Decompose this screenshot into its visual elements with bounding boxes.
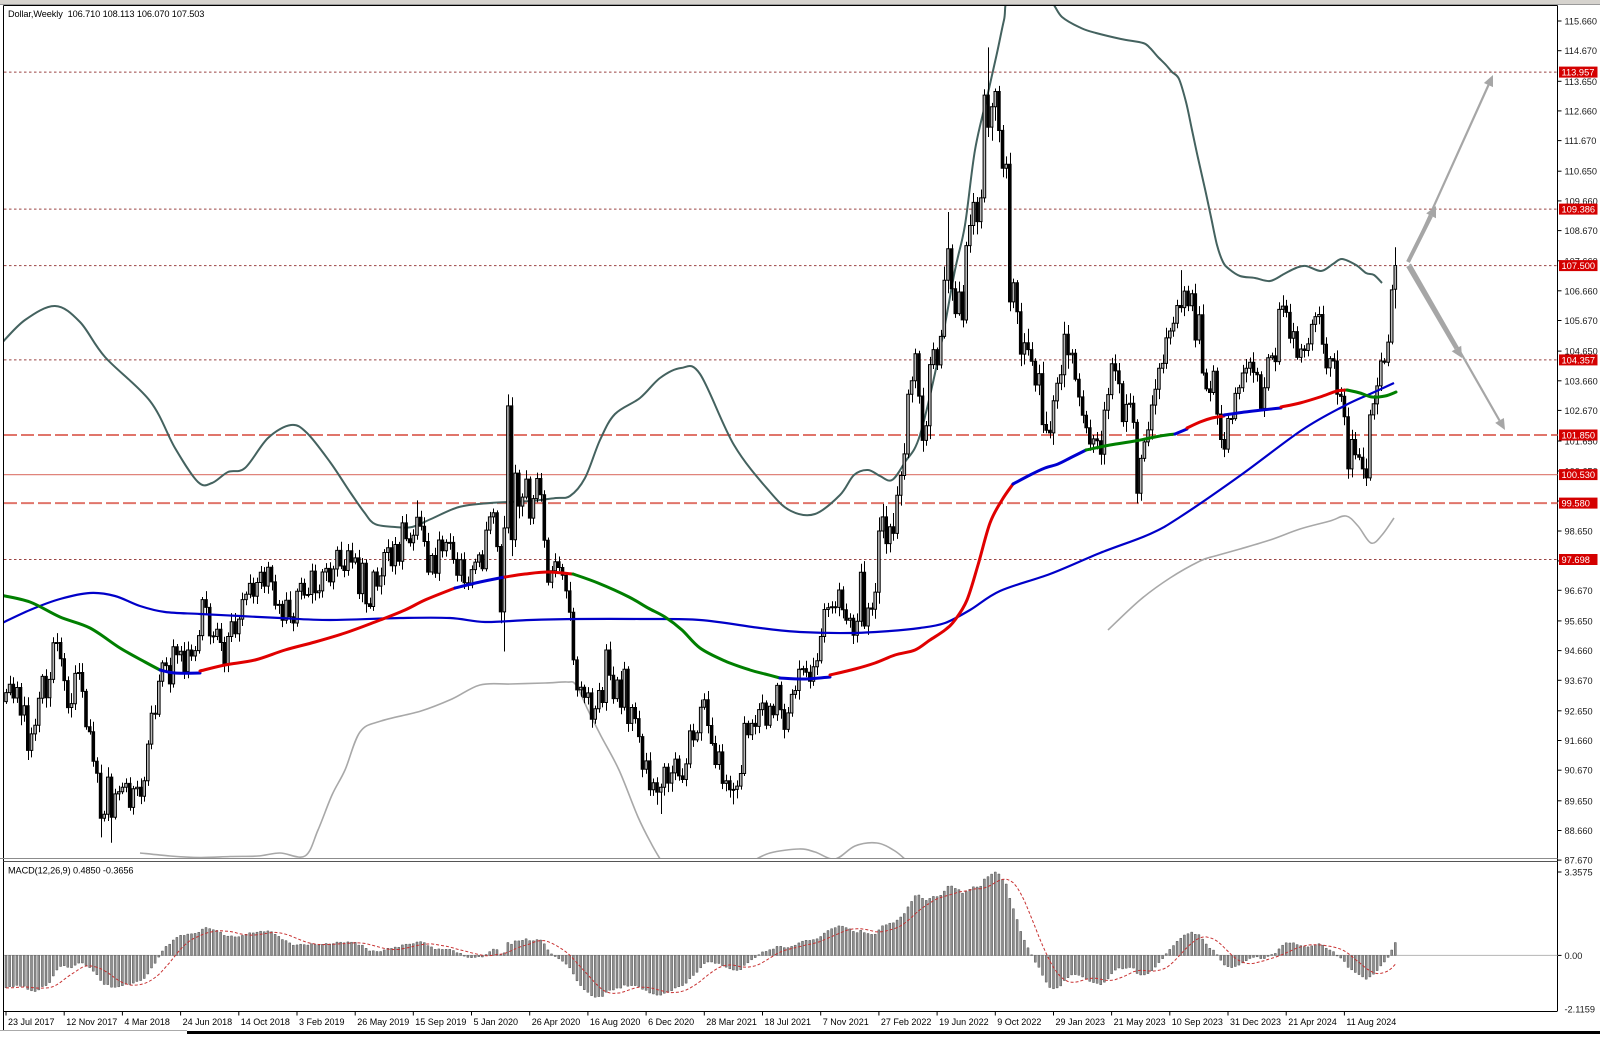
svg-text:12 Nov 2017: 12 Nov 2017 <box>66 1017 117 1027</box>
svg-text:24 Jun 2018: 24 Jun 2018 <box>183 1017 233 1027</box>
svg-text:104.357: 104.357 <box>1562 355 1596 365</box>
svg-text:89.650: 89.650 <box>1565 796 1593 806</box>
svg-text:108.670: 108.670 <box>1565 226 1598 236</box>
svg-text:99.580: 99.580 <box>1562 499 1590 509</box>
svg-text:14 Oct 2018: 14 Oct 2018 <box>241 1017 290 1027</box>
svg-text:101.650: 101.650 <box>1565 437 1598 447</box>
svg-text:95.650: 95.650 <box>1565 616 1593 626</box>
svg-text:31 Dec 2023: 31 Dec 2023 <box>1230 1017 1281 1027</box>
svg-text:101.850: 101.850 <box>1562 431 1596 441</box>
svg-text:111.670: 111.670 <box>1565 136 1597 146</box>
svg-text:114.670: 114.670 <box>1565 46 1598 56</box>
svg-text:Dollar,Weekly 106.710 108.113: Dollar,Weekly 106.710 108.113 106.070 10… <box>8 9 204 19</box>
svg-text:21 May 2023: 21 May 2023 <box>1114 1017 1166 1027</box>
svg-text:15 Sep 2019: 15 Sep 2019 <box>415 1017 466 1027</box>
svg-text:6 Dec 2020: 6 Dec 2020 <box>648 1017 694 1027</box>
svg-text:11 Aug 2024: 11 Aug 2024 <box>1346 1017 1396 1027</box>
svg-text:18 Jul 2021: 18 Jul 2021 <box>765 1017 812 1027</box>
svg-text:98.650: 98.650 <box>1565 527 1593 537</box>
svg-text:29 Jan 2023: 29 Jan 2023 <box>1056 1017 1106 1027</box>
svg-text:MACD(12,26,9) 0.4850 -0.3656: MACD(12,26,9) 0.4850 -0.3656 <box>8 866 133 876</box>
svg-text:4 Mar 2018: 4 Mar 2018 <box>124 1017 170 1027</box>
svg-text:113.957: 113.957 <box>1562 68 1595 78</box>
svg-text:3.3575: 3.3575 <box>1565 868 1593 878</box>
svg-text:9 Oct 2022: 9 Oct 2022 <box>997 1017 1041 1027</box>
svg-text:104.650: 104.650 <box>1565 347 1598 357</box>
svg-text:100.530: 100.530 <box>1562 470 1596 480</box>
svg-text:105.670: 105.670 <box>1565 316 1598 326</box>
svg-text:26 May 2019: 26 May 2019 <box>357 1017 409 1027</box>
svg-text:87.670: 87.670 <box>1565 856 1593 866</box>
svg-text:97.698: 97.698 <box>1562 555 1590 565</box>
svg-text:107.500: 107.500 <box>1562 261 1596 271</box>
svg-text:28 Mar 2021: 28 Mar 2021 <box>706 1017 757 1027</box>
svg-text:96.670: 96.670 <box>1565 586 1593 596</box>
svg-text:110.650: 110.650 <box>1565 167 1598 177</box>
svg-text:90.670: 90.670 <box>1565 766 1593 776</box>
svg-text:102.670: 102.670 <box>1565 406 1598 416</box>
svg-text:103.660: 103.660 <box>1565 376 1598 386</box>
svg-text:5 Jan 2020: 5 Jan 2020 <box>474 1017 519 1027</box>
svg-text:92.650: 92.650 <box>1565 706 1593 716</box>
svg-text:27 Feb 2022: 27 Feb 2022 <box>881 1017 932 1027</box>
svg-text:91.660: 91.660 <box>1565 736 1593 746</box>
svg-text:7 Nov 2021: 7 Nov 2021 <box>823 1017 869 1027</box>
svg-text:26 Apr 2020: 26 Apr 2020 <box>532 1017 581 1027</box>
svg-text:106.660: 106.660 <box>1565 286 1598 296</box>
svg-text:113.650: 113.650 <box>1565 77 1598 87</box>
svg-text:-2.1159: -2.1159 <box>1565 1005 1595 1015</box>
svg-text:3 Feb 2019: 3 Feb 2019 <box>299 1017 345 1027</box>
svg-text:21 Apr 2024: 21 Apr 2024 <box>1288 1017 1337 1027</box>
svg-text:94.660: 94.660 <box>1565 646 1593 656</box>
svg-text:23 Jul 2017: 23 Jul 2017 <box>8 1017 55 1027</box>
svg-text:109.386: 109.386 <box>1562 205 1596 215</box>
svg-text:19 Jun 2022: 19 Jun 2022 <box>939 1017 989 1027</box>
svg-text:93.670: 93.670 <box>1565 676 1593 686</box>
svg-text:112.660: 112.660 <box>1565 106 1598 116</box>
svg-text:88.660: 88.660 <box>1565 826 1593 836</box>
svg-text:109.660: 109.660 <box>1565 196 1598 206</box>
svg-text:16 Aug 2020: 16 Aug 2020 <box>590 1017 641 1027</box>
svg-text:0.00: 0.00 <box>1565 951 1583 961</box>
svg-text:10 Sep 2023: 10 Sep 2023 <box>1172 1017 1223 1027</box>
svg-text:115.660: 115.660 <box>1565 17 1598 27</box>
